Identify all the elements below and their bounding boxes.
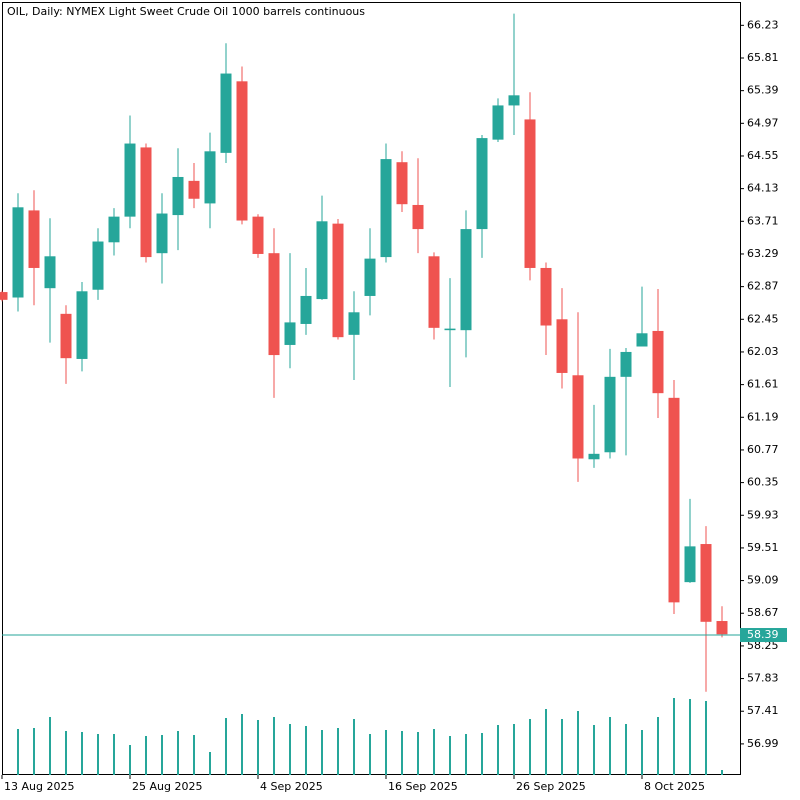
y-tick-label: 61.19: [747, 410, 779, 423]
candle-body: [508, 95, 520, 106]
candle-body: [92, 241, 104, 290]
y-tick-label: 65.39: [747, 84, 779, 97]
y-tick-label: 65.81: [747, 51, 779, 64]
candle-body: [140, 147, 152, 258]
y-tick-label: 63.29: [747, 247, 779, 260]
candle-body: [284, 322, 296, 345]
candle-body: [444, 328, 456, 331]
candle-body: [700, 544, 712, 622]
y-tick-label: 63.71: [747, 214, 779, 227]
candle-body: [188, 180, 200, 199]
y-tick-label: 60.35: [747, 476, 779, 489]
candle-body: [716, 621, 728, 635]
candle-body: [204, 151, 216, 204]
candle-body: [76, 291, 88, 359]
candle-body: [652, 330, 664, 394]
last-price-label: 58.39: [747, 628, 779, 641]
candle-body: [668, 397, 680, 603]
y-tick-label: 61.61: [747, 378, 779, 391]
candle-body: [460, 229, 472, 331]
candle-body: [524, 119, 536, 268]
y-tick-label: 66.23: [747, 18, 779, 31]
candle-body: [28, 210, 40, 268]
candle-body: [588, 453, 600, 460]
x-tick-label: 13 Aug 2025: [4, 780, 74, 793]
candle-body: [252, 216, 264, 254]
candle-body: [268, 253, 280, 356]
y-tick-label: 58.67: [747, 606, 779, 619]
candle-body: [220, 73, 232, 153]
y-tick-label: 64.13: [747, 182, 779, 195]
candle-body: [380, 159, 392, 258]
y-tick-label: 62.45: [747, 312, 779, 325]
candle-body: [540, 267, 552, 326]
candle-body: [236, 81, 248, 221]
y-tick-label: 64.97: [747, 116, 779, 129]
candle-body: [60, 313, 72, 359]
candle-body: [412, 204, 424, 230]
last-price-box: [740, 628, 787, 643]
x-tick-label: 16 Sep 2025: [388, 780, 458, 793]
y-tick-label: 64.55: [747, 149, 779, 162]
candle-body: [604, 376, 616, 453]
x-tick-label: 4 Sep 2025: [260, 780, 323, 793]
candle-body: [172, 176, 184, 216]
candle-body: [124, 143, 136, 217]
candle-body: [428, 256, 440, 328]
candle-body: [620, 351, 632, 377]
x-tick-label: 25 Aug 2025: [132, 780, 202, 793]
candle-body: [44, 256, 56, 289]
candle-body: [108, 216, 120, 243]
y-tick-label: 58.25: [747, 639, 779, 652]
candle-body: [316, 221, 328, 300]
candle-body: [476, 138, 488, 230]
y-tick-label: 62.03: [747, 345, 779, 358]
x-tick-label: 8 Oct 2025: [644, 780, 705, 793]
candle-body: [364, 258, 376, 296]
candle-body: [396, 162, 408, 205]
x-tick-label: 26 Sep 2025: [516, 780, 586, 793]
candle-body: [12, 207, 24, 298]
y-tick-label: 60.77: [747, 443, 779, 456]
candle-body: [332, 223, 344, 338]
chart-title: OIL, Daily: NYMEX Light Sweet Crude Oil …: [7, 5, 365, 18]
candle-body: [0, 292, 8, 300]
candle-body: [300, 295, 312, 324]
candle-body: [348, 312, 360, 335]
y-tick-label: 57.83: [747, 672, 779, 685]
candle-body: [684, 546, 696, 583]
candle-body: [572, 375, 584, 459]
candle-body: [156, 213, 168, 254]
y-tick-label: 56.99: [747, 737, 779, 750]
y-tick-label: 62.87: [747, 280, 779, 293]
candle-body: [556, 319, 568, 373]
y-tick-label: 59.09: [747, 574, 779, 587]
y-tick-label: 59.51: [747, 541, 779, 554]
candle-body: [492, 105, 504, 140]
plot-frame: [2, 2, 741, 775]
y-tick-label: 59.93: [747, 508, 779, 521]
candle-body: [636, 333, 648, 347]
y-tick-label: 57.41: [747, 704, 779, 717]
